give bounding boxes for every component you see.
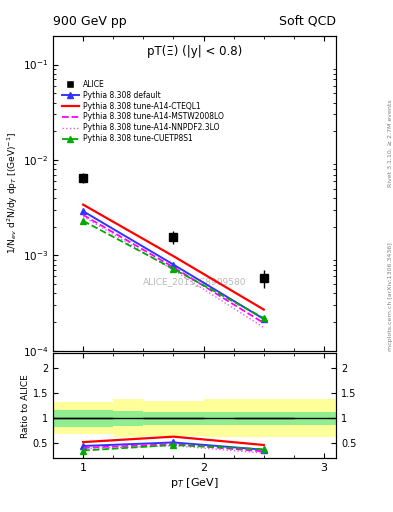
Text: mcplots.cern.ch [arXiv:1306.3436]: mcplots.cern.ch [arXiv:1306.3436] <box>388 243 393 351</box>
Text: Rivet 3.1.10, ≥ 2.7M events: Rivet 3.1.10, ≥ 2.7M events <box>388 99 393 187</box>
X-axis label: p$_T$ [GeV]: p$_T$ [GeV] <box>170 476 219 490</box>
Text: 900 GeV pp: 900 GeV pp <box>53 15 127 28</box>
Text: Soft QCD: Soft QCD <box>279 15 336 28</box>
Text: pT(Ξ) (|y| < 0.8): pT(Ξ) (|y| < 0.8) <box>147 45 242 58</box>
Y-axis label: 1/N$_{ev}$ d$^2$N/dy dp$_T$ [(GeV)$^{-1}$]: 1/N$_{ev}$ d$^2$N/dy dp$_T$ [(GeV)$^{-1}… <box>6 132 20 254</box>
Y-axis label: Ratio to ALICE: Ratio to ALICE <box>21 374 30 438</box>
Legend: ALICE, Pythia 8.308 default, Pythia 8.308 tune-A14-CTEQL1, Pythia 8.308 tune-A14: ALICE, Pythia 8.308 default, Pythia 8.30… <box>60 77 226 145</box>
Text: ALICE_2011_S8909580: ALICE_2011_S8909580 <box>143 277 246 286</box>
